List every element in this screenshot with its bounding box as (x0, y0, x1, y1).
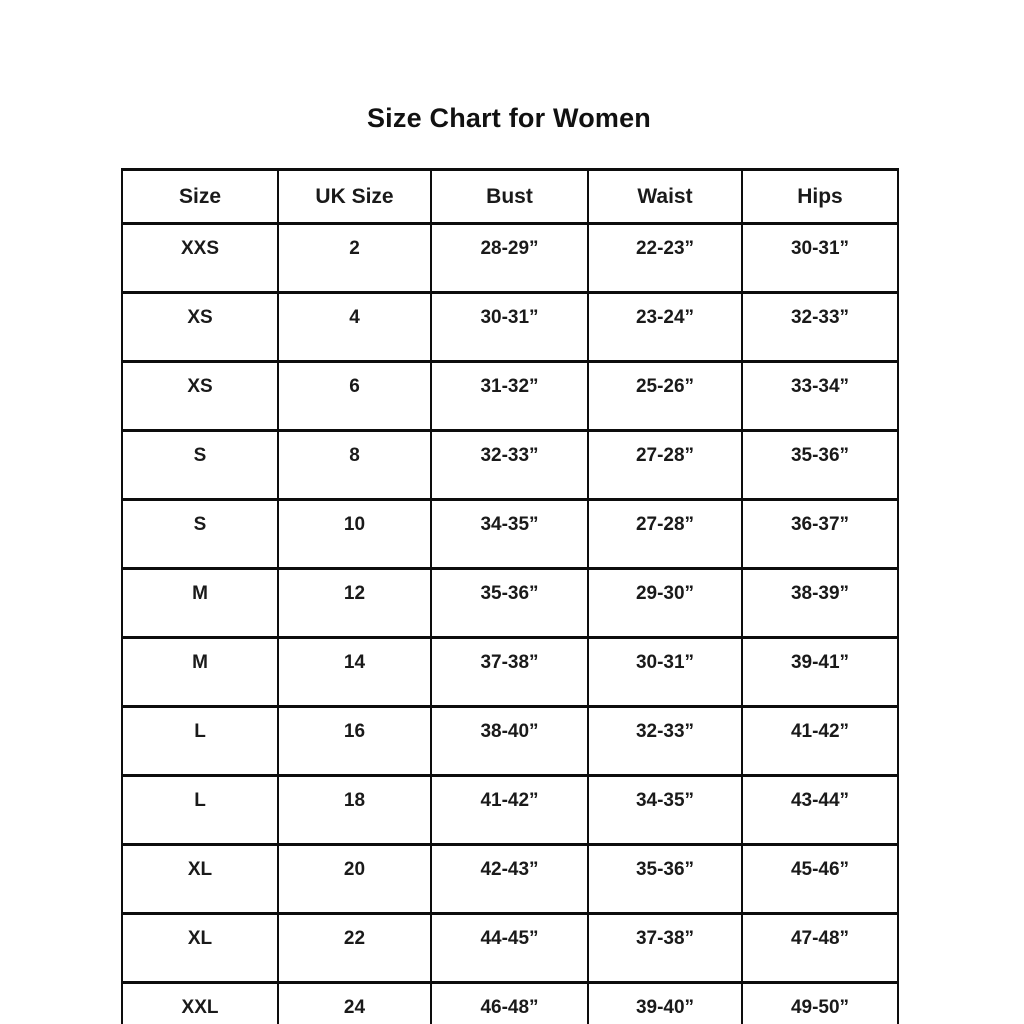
cell-size: XS (121, 291, 279, 363)
cell-size: L (121, 705, 279, 777)
cell-waist: 30-31” (587, 636, 743, 708)
column-header-uk-size: UK Size (277, 168, 432, 225)
cell-hips: 49-50” (741, 981, 899, 1024)
cell-bust: 31-32” (430, 360, 589, 432)
cell-size: XL (121, 843, 279, 915)
cell-size: XXS (121, 222, 279, 294)
cell-waist: 29-30” (587, 567, 743, 639)
cell-waist: 35-36” (587, 843, 743, 915)
table-header: Size UK Size Bust Waist Hips (121, 168, 899, 225)
cell-waist: 34-35” (587, 774, 743, 846)
page-title: Size Chart for Women (366, 103, 652, 133)
cell-uk-size: 16 (277, 705, 432, 777)
table-row: S 10 34-35” 27-28” 36-37” (121, 498, 899, 570)
header-row: Size UK Size Bust Waist Hips (121, 168, 899, 225)
table-body: XXS 2 28-29” 22-23” 30-31” XS 4 30-31” 2… (121, 222, 899, 1024)
cell-size: L (121, 774, 279, 846)
cell-waist: 37-38” (587, 912, 743, 984)
cell-waist: 27-28” (587, 498, 743, 570)
cell-bust: 41-42” (430, 774, 589, 846)
cell-bust: 32-33” (430, 429, 589, 501)
cell-bust: 30-31” (430, 291, 589, 363)
cell-hips: 32-33” (741, 291, 899, 363)
cell-uk-size: 20 (277, 843, 432, 915)
cell-uk-size: 14 (277, 636, 432, 708)
column-header-size: Size (121, 168, 279, 225)
table-row: S 8 32-33” 27-28” 35-36” (121, 429, 899, 501)
table-row: M 14 37-38” 30-31” 39-41” (121, 636, 899, 708)
cell-size: XS (121, 360, 279, 432)
size-chart-table: Size UK Size Bust Waist Hips XXS 2 28-29… (121, 168, 899, 1024)
cell-uk-size: 10 (277, 498, 432, 570)
cell-hips: 33-34” (741, 360, 899, 432)
cell-bust: 34-35” (430, 498, 589, 570)
table-row: XL 22 44-45” 37-38” 47-48” (121, 912, 899, 984)
cell-hips: 43-44” (741, 774, 899, 846)
cell-hips: 38-39” (741, 567, 899, 639)
cell-hips: 39-41” (741, 636, 899, 708)
table-row: M 12 35-36” 29-30” 38-39” (121, 567, 899, 639)
cell-waist: 23-24” (587, 291, 743, 363)
cell-hips: 35-36” (741, 429, 899, 501)
cell-waist: 22-23” (587, 222, 743, 294)
column-header-waist: Waist (587, 168, 743, 225)
column-header-bust: Bust (430, 168, 589, 225)
table-row: XXS 2 28-29” 22-23” 30-31” (121, 222, 899, 294)
cell-size: XXL (121, 981, 279, 1024)
table-row: XL 20 42-43” 35-36” 45-46” (121, 843, 899, 915)
cell-bust: 46-48” (430, 981, 589, 1024)
cell-hips: 47-48” (741, 912, 899, 984)
cell-uk-size: 22 (277, 912, 432, 984)
cell-waist: 25-26” (587, 360, 743, 432)
cell-size: S (121, 429, 279, 501)
cell-uk-size: 2 (277, 222, 432, 294)
table-row: XXL 24 46-48” 39-40” 49-50” (121, 981, 899, 1024)
cell-bust: 38-40” (430, 705, 589, 777)
table-row: XS 6 31-32” 25-26” 33-34” (121, 360, 899, 432)
cell-bust: 37-38” (430, 636, 589, 708)
cell-bust: 35-36” (430, 567, 589, 639)
cell-bust: 28-29” (430, 222, 589, 294)
cell-hips: 30-31” (741, 222, 899, 294)
cell-size: M (121, 636, 279, 708)
cell-uk-size: 18 (277, 774, 432, 846)
cell-waist: 27-28” (587, 429, 743, 501)
cell-uk-size: 6 (277, 360, 432, 432)
cell-uk-size: 4 (277, 291, 432, 363)
cell-uk-size: 24 (277, 981, 432, 1024)
cell-bust: 44-45” (430, 912, 589, 984)
cell-waist: 39-40” (587, 981, 743, 1024)
cell-size: M (121, 567, 279, 639)
cell-hips: 41-42” (741, 705, 899, 777)
cell-uk-size: 12 (277, 567, 432, 639)
cell-hips: 45-46” (741, 843, 899, 915)
cell-uk-size: 8 (277, 429, 432, 501)
cell-bust: 42-43” (430, 843, 589, 915)
table-row: L 18 41-42” 34-35” 43-44” (121, 774, 899, 846)
cell-size: S (121, 498, 279, 570)
cell-hips: 36-37” (741, 498, 899, 570)
column-header-hips: Hips (741, 168, 899, 225)
cell-size: XL (121, 912, 279, 984)
cell-waist: 32-33” (587, 705, 743, 777)
table-row: XS 4 30-31” 23-24” 32-33” (121, 291, 899, 363)
table-row: L 16 38-40” 32-33” 41-42” (121, 705, 899, 777)
